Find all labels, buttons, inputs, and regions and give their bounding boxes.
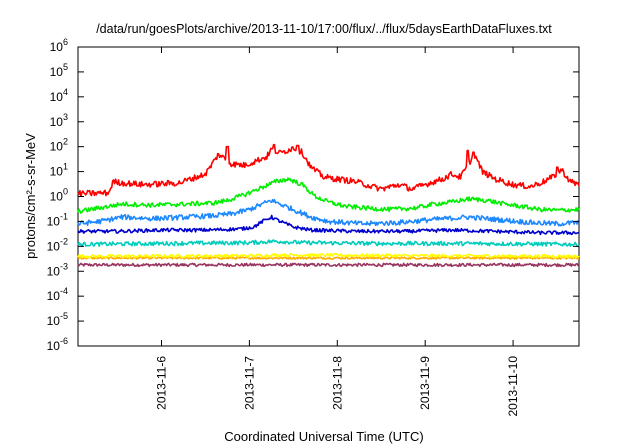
series-group [77, 143, 580, 268]
y-tick-label: 106 [50, 37, 68, 54]
y-tick-label: 100 [50, 187, 68, 204]
series-line-0 [77, 143, 580, 198]
y-tick-label: 10-1 [47, 211, 68, 228]
series-line-5 [77, 252, 580, 259]
series-line-3 [77, 214, 580, 236]
x-tick-label: 2013-11-7 [242, 356, 256, 410]
x-tick-label: 2013-11-6 [155, 356, 169, 410]
x-tick-label: 2013-11-10 [506, 356, 520, 417]
y-axis-label: protons/cm²-s-sr-MeV [23, 133, 38, 259]
y-tick-label: 102 [50, 137, 68, 154]
y-axis: 106 105 104 103 102 101 100 10-1 10-2 10-3 10-4 10-… [47, 37, 579, 353]
y-tick-label: 10-6 [47, 336, 68, 353]
y-tick-label: 10-3 [47, 261, 68, 278]
series-line-4 [77, 239, 580, 248]
plot-frame [77, 46, 580, 347]
x-axis: 2013-11-6 2013-11-7 2013-11-8 2013-11-9 2013… [155, 47, 520, 417]
series-line-1 [77, 177, 580, 214]
x-tick-label: 2013-11-8 [330, 356, 344, 410]
plot-area [77, 46, 580, 347]
x-axis-label: Coordinated Universal Time (UTC) [224, 429, 423, 444]
series-line-7 [77, 262, 580, 268]
y-tick-label: 103 [50, 112, 68, 129]
y-tick-label: 105 [50, 62, 68, 79]
y-tick-label: 10-4 [47, 286, 68, 303]
chart-title: /data/run/goesPlots/archive/2013-11-10/1… [96, 22, 552, 36]
y-tick-label: 10-5 [47, 311, 68, 328]
series-line-6 [77, 256, 579, 260]
y-tick-label: 104 [50, 87, 68, 104]
y-tick-label: 10-2 [47, 236, 68, 253]
series-line-2 [77, 198, 580, 227]
x-tick-label: 2013-11-9 [418, 356, 432, 410]
y-tick-label: 101 [50, 162, 68, 179]
